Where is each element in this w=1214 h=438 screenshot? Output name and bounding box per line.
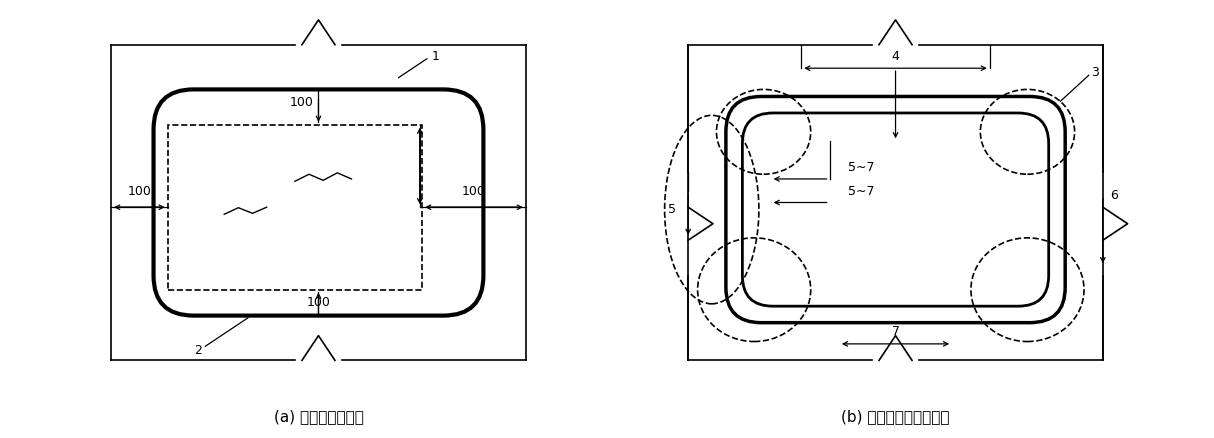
Text: 6: 6 <box>1110 189 1118 202</box>
Text: 4: 4 <box>891 49 900 63</box>
Text: 5: 5 <box>669 203 676 216</box>
Text: 7: 7 <box>891 325 900 338</box>
Text: 5∼7: 5∼7 <box>849 161 875 174</box>
Text: (a) 缺陷部位的切除: (a) 缺陷部位的切除 <box>273 410 363 424</box>
Text: 3: 3 <box>1091 67 1099 79</box>
Text: 5∼7: 5∼7 <box>849 185 875 198</box>
Text: 1: 1 <box>431 50 439 63</box>
Text: 100: 100 <box>306 296 330 309</box>
Text: 100: 100 <box>463 185 486 198</box>
Text: 100: 100 <box>290 96 314 109</box>
Text: 100: 100 <box>127 185 152 198</box>
Text: (b) 预热部位及焊接顺序: (b) 预热部位及焊接顺序 <box>841 410 949 424</box>
Bar <box>168 125 422 290</box>
Text: 2: 2 <box>194 343 203 357</box>
